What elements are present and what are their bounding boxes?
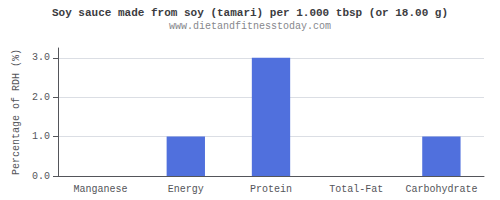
svg-text:Protein: Protein [250, 184, 292, 195]
svg-text:Energy: Energy [168, 184, 204, 195]
svg-text:Manganese: Manganese [74, 184, 128, 195]
svg-text:2.0: 2.0 [32, 92, 50, 103]
svg-text:1.0: 1.0 [32, 131, 50, 142]
svg-text:Soy sauce made from soy (tamar: Soy sauce made from soy (tamari) per 1.0… [52, 7, 448, 19]
svg-text:3.0: 3.0 [32, 52, 50, 63]
svg-text:Carbohydrate: Carbohydrate [405, 184, 477, 195]
svg-text:Total-Fat: Total-Fat [329, 184, 383, 195]
svg-text:www.dietandfitnesstoday.com: www.dietandfitnesstoday.com [169, 21, 331, 32]
svg-text:Percentage of RDH (%): Percentage of RDH (%) [11, 49, 22, 175]
svg-text:0.0: 0.0 [32, 171, 50, 182]
